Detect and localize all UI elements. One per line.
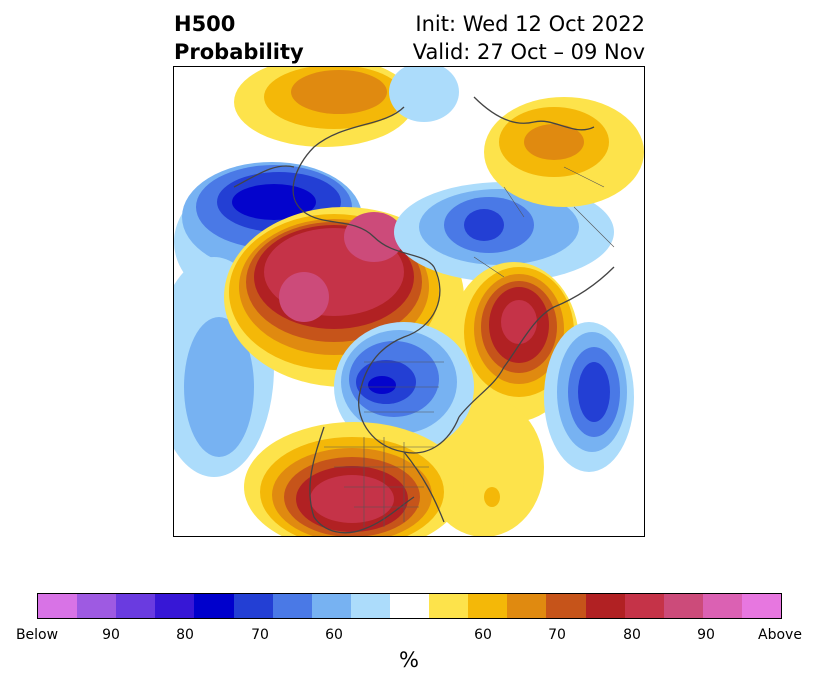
- colorbar-segment: [233, 594, 273, 618]
- colorbar-tick-label: 80: [623, 627, 641, 643]
- title-line-1: H500: [174, 12, 236, 36]
- shaded-anomalies: [174, 67, 644, 536]
- colorbar-segment: [468, 594, 508, 618]
- colorbar-tick-label: Below: [15, 627, 59, 643]
- colorbar-segment: [741, 594, 782, 618]
- colorbar: [37, 593, 782, 619]
- colorbar-tick-label: 70: [251, 627, 269, 643]
- colorbar-segment: [389, 594, 430, 618]
- ridge-top: [234, 67, 459, 147]
- blue-anomaly-atlantic: [544, 322, 634, 472]
- colorbar-tick-label: 70: [548, 627, 566, 643]
- ridge-top-right: [484, 97, 644, 207]
- colorbar-segment: [38, 594, 78, 618]
- colorbar-tick-label: Above: [758, 627, 802, 643]
- colorbar-tick-label: 60: [474, 627, 492, 643]
- colorbar-segment: [194, 594, 234, 618]
- colorbar-segment: [702, 594, 742, 618]
- colorbar-unit: %: [399, 648, 419, 672]
- borders: [324, 166, 615, 527]
- colorbar-segment: [77, 594, 117, 618]
- colorbar-tick-label: 90: [697, 627, 715, 643]
- colorbar-segment: [350, 594, 390, 618]
- coastlines: [233, 96, 615, 534]
- colorbar-segment: [585, 594, 625, 618]
- title-line-2: Probability: [174, 40, 304, 64]
- valid-range: Valid: 27 Oct – 09 Nov: [412, 40, 645, 64]
- colorbar-segment: [429, 594, 469, 618]
- colorbar-segment: [155, 594, 195, 618]
- colorbar-segment: [663, 594, 703, 618]
- colorbar-tick-label: 80: [176, 627, 194, 643]
- init-date: Init: Wed 12 Oct 2022: [415, 12, 645, 36]
- forecast-dates: Init: Wed 12 Oct 2022 Valid: 27 Oct – 09…: [413, 10, 645, 66]
- colorbar-tick-label: 60: [325, 627, 343, 643]
- blue-anomaly-west: [174, 162, 364, 477]
- chart-title: H500 Probability: [174, 10, 304, 66]
- colorbar-segment: [624, 594, 664, 618]
- colorbar-segment: [546, 594, 586, 618]
- colorbar-tick-label: 90: [102, 627, 120, 643]
- colorbar-segment: [507, 594, 547, 618]
- probability-map: [173, 66, 645, 537]
- blue-anomaly-europe: [394, 182, 614, 282]
- colorbar-segment: [272, 594, 312, 618]
- map-svg: [174, 67, 644, 536]
- colorbar-segment: [311, 594, 351, 618]
- colorbar-segment: [116, 594, 156, 618]
